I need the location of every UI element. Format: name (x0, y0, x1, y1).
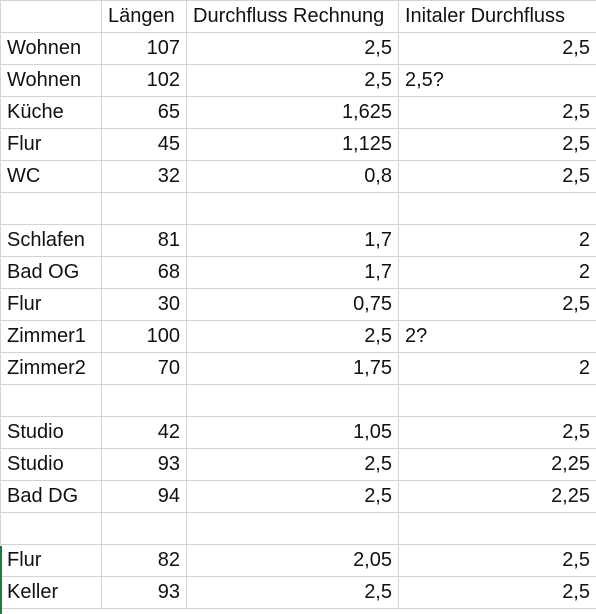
table-row (0, 512, 596, 545)
cell-length[interactable]: 94 (101, 480, 187, 513)
table-row: Zimmer1 100 2,5 2? (0, 320, 596, 353)
cell-calc-flow[interactable]: 2,5 (186, 64, 399, 97)
cell-initial-flow[interactable]: 2,25 (398, 480, 596, 513)
cell-room[interactable]: Studio (0, 448, 102, 481)
cell-length[interactable]: 81 (101, 224, 187, 257)
cell-length[interactable]: 65 (101, 96, 187, 129)
cell-length[interactable] (101, 384, 187, 417)
cell-initial-flow[interactable] (398, 192, 596, 225)
cell-initial-flow[interactable] (398, 512, 596, 545)
cell-calc-flow[interactable] (186, 512, 399, 545)
table-row: Studio 42 1,05 2,5 (0, 416, 596, 449)
cell-length[interactable]: 30 (101, 288, 187, 321)
cell-calc-flow[interactable] (186, 384, 399, 417)
cell-length[interactable]: 93 (101, 448, 187, 481)
cell-initial-flow[interactable]: 2,5 (398, 160, 596, 193)
cell-length[interactable]: 102 (101, 64, 187, 97)
header-cell-initial-flow[interactable]: Initaler Durchfluss (398, 0, 596, 33)
table-row: Flur 45 1,125 2,5 (0, 128, 596, 161)
cell-length[interactable]: 32 (101, 160, 187, 193)
cell-length[interactable] (101, 512, 187, 545)
cell-room[interactable]: Flur (0, 544, 102, 577)
header-cell-room[interactable] (0, 0, 102, 33)
cell-room[interactable]: Wohnen (0, 32, 102, 65)
selection-edge-indicator (0, 546, 2, 614)
cell-initial-flow[interactable]: 2,5 (398, 288, 596, 321)
cell-length[interactable] (101, 192, 187, 225)
table-row: Wohnen 107 2,5 2,5 (0, 32, 596, 65)
cell-initial-flow[interactable]: 2,5? (398, 64, 596, 97)
cell-room[interactable]: Bad OG (0, 256, 102, 289)
cell-initial-flow[interactable]: 2,5 (398, 96, 596, 129)
cell-room[interactable]: WC (0, 160, 102, 193)
cell-calc-flow[interactable]: 1,7 (186, 256, 399, 289)
cell-calc-flow[interactable]: 1,75 (186, 352, 399, 385)
table-row: Wohnen 102 2,5 2,5? (0, 64, 596, 97)
cell-initial-flow[interactable]: 2 (398, 224, 596, 257)
cell-calc-flow[interactable]: 0,75 (186, 288, 399, 321)
cell-room[interactable]: Bad DG (0, 480, 102, 513)
cell-calc-flow[interactable]: 1,125 (186, 128, 399, 161)
cell-length[interactable]: 93 (101, 576, 187, 609)
cell-room[interactable] (0, 512, 102, 545)
cell-calc-flow[interactable]: 2,5 (186, 320, 399, 353)
table-row: WC 32 0,8 2,5 (0, 160, 596, 193)
table-row: Bad OG 68 1,7 2 (0, 256, 596, 289)
table-row (0, 384, 596, 417)
cell-calc-flow[interactable]: 2,05 (186, 544, 399, 577)
cell-length[interactable]: 45 (101, 128, 187, 161)
cell-room[interactable]: Flur (0, 288, 102, 321)
cell-room[interactable]: Keller (0, 576, 102, 609)
cell-initial-flow[interactable]: 2,5 (398, 32, 596, 65)
cell-length[interactable]: 70 (101, 352, 187, 385)
cell-initial-flow[interactable]: 2,25 (398, 448, 596, 481)
cell-room[interactable]: Flur (0, 128, 102, 161)
cell-calc-flow[interactable]: 1,7 (186, 224, 399, 257)
header-row: Längen Durchfluss Rechnung Initaler Durc… (0, 0, 596, 33)
cell-initial-flow[interactable]: 2,5 (398, 576, 596, 609)
cell-calc-flow[interactable]: 1,625 (186, 96, 399, 129)
cell-calc-flow[interactable]: 2,5 (186, 576, 399, 609)
cell-initial-flow[interactable]: 2 (398, 256, 596, 289)
table-row: Zimmer2 70 1,75 2 (0, 352, 596, 385)
table-row: Flur 82 2,05 2,5 (0, 544, 596, 577)
cell-room[interactable]: Wohnen (0, 64, 102, 97)
header-cell-lengths[interactable]: Längen (101, 0, 187, 33)
cell-initial-flow[interactable]: 2,5 (398, 544, 596, 577)
cell-room[interactable]: Zimmer2 (0, 352, 102, 385)
cell-length[interactable]: 82 (101, 544, 187, 577)
cell-length[interactable]: 107 (101, 32, 187, 65)
table-row (0, 192, 596, 225)
cell-room[interactable]: Küche (0, 96, 102, 129)
table-row: Flur 30 0,75 2,5 (0, 288, 596, 321)
cell-length[interactable]: 68 (101, 256, 187, 289)
cell-room[interactable] (0, 192, 102, 225)
cell-initial-flow[interactable]: 2? (398, 320, 596, 353)
table-row: Studio 93 2,5 2,25 (0, 448, 596, 481)
cell-length[interactable]: 100 (101, 320, 187, 353)
cell-calc-flow[interactable]: 1,05 (186, 416, 399, 449)
cell-initial-flow[interactable]: 2,5 (398, 416, 596, 449)
cell-initial-flow[interactable]: 2,5 (398, 128, 596, 161)
cell-room[interactable] (0, 384, 102, 417)
cell-calc-flow[interactable]: 2,5 (186, 32, 399, 65)
table-row: Küche 65 1,625 2,5 (0, 96, 596, 129)
cell-calc-flow[interactable]: 0,8 (186, 160, 399, 193)
cell-calc-flow[interactable] (186, 192, 399, 225)
header-cell-calc-flow[interactable]: Durchfluss Rechnung (186, 0, 399, 33)
table-row: Schlafen 81 1,7 2 (0, 224, 596, 257)
cell-calc-flow[interactable]: 2,5 (186, 480, 399, 513)
table-row: Bad DG 94 2,5 2,25 (0, 480, 596, 513)
cell-room[interactable]: Schlafen (0, 224, 102, 257)
cell-initial-flow[interactable]: 2 (398, 352, 596, 385)
cell-calc-flow[interactable]: 2,5 (186, 448, 399, 481)
cell-length[interactable]: 42 (101, 416, 187, 449)
cell-room[interactable]: Zimmer1 (0, 320, 102, 353)
table-row: Keller 93 2,5 2,5 (0, 576, 596, 609)
cell-room[interactable]: Studio (0, 416, 102, 449)
cell-initial-flow[interactable] (398, 384, 596, 417)
